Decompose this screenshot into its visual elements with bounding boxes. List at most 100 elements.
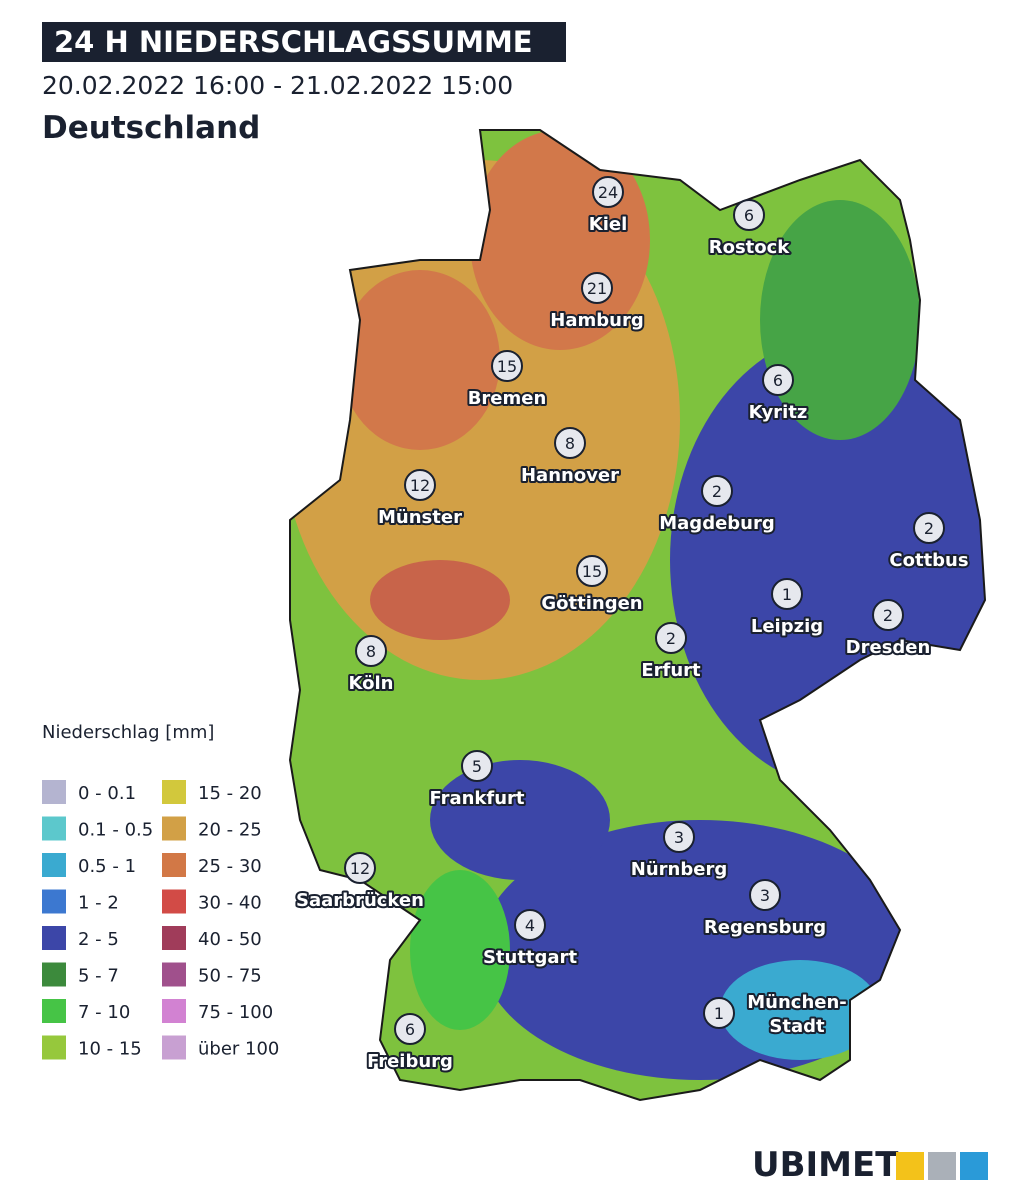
legend-label: 15 - 20 [198,783,262,804]
city-name: Köln [349,673,394,694]
legend-swatch [42,999,66,1023]
city-value: 5 [472,757,482,776]
legend-swatch [42,1035,66,1060]
legend-label: über 100 [198,1039,279,1060]
legend-label: 0.1 - 0.5 [78,820,153,841]
legend-swatch [42,780,66,804]
legend-swatch [162,816,186,841]
city-marker [655,622,687,654]
title-box [42,22,566,62]
city-value: 8 [565,434,575,453]
legend-label: 5 - 7 [78,966,119,987]
city-marker [749,879,781,911]
city-name: Kiel [589,214,628,235]
city-name: Saarbrücken [296,890,424,911]
legend-swatch [162,999,186,1023]
legend-swatch [162,1035,186,1060]
city-marker [355,635,387,667]
city-marker [554,427,586,459]
title: 24 H NIEDERSCHLAGSSUMME [54,25,533,59]
legend-label: 1 - 2 [78,893,119,914]
city-marker [771,578,803,610]
city-name: Frankfurt [429,788,524,809]
city-name: Stuttgart [483,947,578,968]
city-name: Leipzig [751,616,823,637]
city-value: 12 [410,476,430,495]
city-value: 3 [674,828,684,847]
city-marker [394,1013,426,1045]
city-value: 6 [744,206,754,225]
city-marker [576,555,608,587]
legend-swatch [162,853,186,877]
city-marker [733,199,765,231]
legend-label: 30 - 40 [198,893,262,914]
border [288,129,987,1102]
legend-title: Niederschlag [mm] [42,722,214,743]
city-value: 24 [598,183,618,202]
city-value: 2 [883,606,893,625]
city-name: Bremen [468,388,547,409]
legend-label: 25 - 30 [198,856,262,877]
city-marker [703,997,735,1029]
city-name: Stadt [769,1016,825,1037]
region: Deutschland [42,110,260,146]
city-marker [701,475,733,507]
city-value: 1 [782,585,792,604]
legend-label: 7 - 10 [78,1002,130,1023]
legend-swatch [162,889,186,914]
city-marker [404,469,436,501]
legend-label: 75 - 100 [198,1002,273,1023]
legend-swatch [162,962,186,987]
legend-label: 0 - 0.1 [78,783,136,804]
city-marker [762,364,794,396]
period: 20.02.2022 16:00 - 21.02.2022 15:00 [42,71,513,100]
legend-swatch [162,926,186,950]
legend-label: 2 - 5 [78,929,119,950]
city-value: 21 [587,279,607,298]
city-value: 6 [773,371,783,390]
legend-swatch [42,889,66,914]
city-marker [581,272,613,304]
city-value: 4 [525,916,535,935]
legend-swatch [162,780,186,804]
city-value: 1 [714,1004,724,1023]
legend-label: 10 - 15 [78,1039,142,1060]
city-name: Göttingen [541,593,642,614]
legend-label: 40 - 50 [198,929,262,950]
city-value: 15 [497,357,517,376]
city-value: 3 [760,886,770,905]
city-name: Magdeburg [659,513,775,534]
city-value: 2 [712,482,722,501]
city-marker [344,852,376,884]
legend-swatch [42,962,66,987]
city-name: Münster [378,507,462,528]
city-marker [872,599,904,631]
city-name: Nürnberg [631,859,727,880]
city-name: Erfurt [641,660,701,681]
city-value: 2 [666,629,676,648]
city-value: 6 [405,1020,415,1039]
legend-label: 0.5 - 1 [78,856,136,877]
logo-icon [928,1152,956,1180]
legend-label: 20 - 25 [198,820,262,841]
city-value: 12 [350,859,370,878]
legend-swatch [42,926,66,950]
legend-swatch [42,853,66,877]
city-marker [663,821,695,853]
city-marker [592,176,624,208]
city-name: Hannover [521,465,619,486]
city-value: 8 [366,642,376,661]
city-marker [514,909,546,941]
logo-icon [960,1152,988,1180]
city-marker [461,750,493,782]
city-name: Cottbus [889,550,968,571]
city-value: 2 [924,519,934,538]
city-marker [491,350,523,382]
city-name: Kyritz [749,402,808,423]
precip-map [290,130,985,1100]
logo-icon [896,1152,924,1180]
legend-label: 50 - 75 [198,966,262,987]
city-name: Regensburg [704,917,826,938]
city-name: München- [747,992,847,1013]
